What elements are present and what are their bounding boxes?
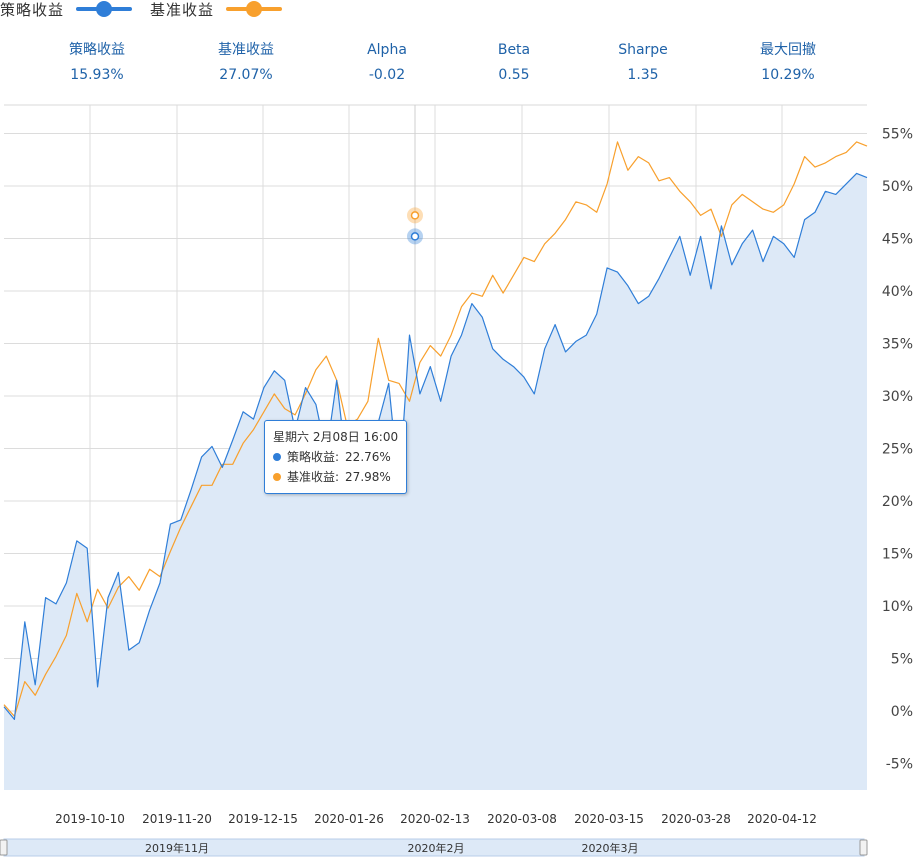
strategy-area-fill <box>4 173 867 790</box>
marker-layer <box>407 207 423 245</box>
y-tick-label: 5% <box>891 652 913 668</box>
stat-beta: Beta 0.55 <box>454 40 574 85</box>
tooltip-benchmark-value: 27.98% <box>345 470 391 484</box>
navigator-left-handle[interactable] <box>0 839 8 856</box>
performance-stats: 策略收益 15.93% 基准收益 27.07% Alpha -0.02 Beta… <box>0 40 866 90</box>
area-layer <box>4 173 867 790</box>
stat-max-drawdown: 最大回撤 10.29% <box>728 40 848 85</box>
x-tick-label: 2020-03-28 <box>661 812 731 826</box>
y-tick-label: 25% <box>882 442 913 458</box>
tooltip-strategy-value: 22.76% <box>345 450 391 464</box>
x-tick-label: 2020-03-08 <box>487 812 557 826</box>
navigator-label: 2020年2月 <box>408 841 465 855</box>
tooltip-row-strategy: 策略收益: 22.76% <box>273 447 398 467</box>
bullet-icon <box>273 453 281 461</box>
legend-swatch-benchmark-icon <box>226 0 283 18</box>
x-tick-label: 2020-04-12 <box>747 812 817 826</box>
y-tick-label: 30% <box>882 389 913 405</box>
strategy-highlight-marker <box>410 232 420 241</box>
stat-benchmark-return: 基准收益 27.07% <box>186 40 306 85</box>
x-tick-label: 2019-12-15 <box>228 812 298 826</box>
x-tick-label: 2020-03-15 <box>574 812 644 826</box>
y-tick-label: 15% <box>882 547 913 563</box>
x-tick-label: 2019-10-10 <box>55 812 125 826</box>
stat-value: 0.55 <box>498 67 530 83</box>
legend-item-benchmark[interactable]: 基准收益 <box>150 0 290 20</box>
y-tick-label: 40% <box>882 284 913 300</box>
tooltip-header: 星期六 2月08日 16:00 <box>273 430 399 444</box>
stat-value: 10.29% <box>761 67 815 83</box>
x-tick-label: 2020-01-26 <box>314 812 384 826</box>
y-tick-label: 20% <box>882 494 913 510</box>
stat-label: 最大回撤 <box>760 42 816 58</box>
stat-label: Sharpe <box>618 42 668 58</box>
legend-item-strategy[interactable]: 策略收益 <box>0 0 140 20</box>
stat-label: 基准收益 <box>218 42 274 58</box>
y-tick-label: 45% <box>882 232 913 248</box>
series-layer[interactable] <box>3 141 868 720</box>
navigator-label: 2020年3月 <box>582 841 639 855</box>
strategy-series-line[interactable] <box>3 172 868 720</box>
tooltip-benchmark-label: 基准收益: <box>287 470 340 484</box>
benchmark-highlight-marker <box>410 211 420 220</box>
y-tick-label: 50% <box>882 179 913 195</box>
legend-swatch-strategy-icon <box>76 0 133 18</box>
stat-label: 策略收益 <box>69 42 125 58</box>
y-tick-label: 35% <box>882 337 913 353</box>
y-tick-label: -5% <box>886 757 913 773</box>
tooltip-strategy-label: 策略收益: <box>287 450 340 464</box>
stat-label: Alpha <box>367 42 407 58</box>
stat-value: 15.93% <box>70 67 124 83</box>
legend-label-strategy: 策略收益 <box>0 0 65 19</box>
bullet-icon <box>273 473 281 481</box>
chart-legend: 策略收益 基准收益 <box>0 0 300 20</box>
stat-value: -0.02 <box>368 67 406 83</box>
x-tick-label: 2019-11-20 <box>142 812 212 826</box>
stat-value: 1.35 <box>627 67 659 83</box>
stat-alpha: Alpha -0.02 <box>327 40 447 85</box>
stat-strategy-return: 策略收益 15.93% <box>37 40 157 85</box>
stat-value: 27.07% <box>219 67 273 83</box>
y-tick-label: 0% <box>891 704 913 720</box>
x-tick-label: 2020-02-13 <box>400 812 470 826</box>
navigator[interactable]: 2019年11月 2020年2月 2020年3月 <box>0 838 868 857</box>
axis-layer: 55% 50% 45% 40% 35% 30% 25% 20% 15% 10% 5% 0% -5% 201… <box>55 127 913 827</box>
navigator-right-handle[interactable] <box>859 839 868 856</box>
tooltip-row-benchmark: 基准收益: 27.98% <box>273 467 398 487</box>
navigator-label: 2019年11月 <box>145 841 209 855</box>
y-tick-label: 55% <box>882 127 913 143</box>
stat-sharpe: Sharpe 1.35 <box>583 40 703 85</box>
chart-tooltip: 星期六 2月08日 16:00 策略收益: 22.76% 基准收益: 27.98… <box>264 420 408 494</box>
y-tick-label: 10% <box>882 599 913 615</box>
stat-label: Beta <box>497 42 531 58</box>
legend-label-benchmark: 基准收益 <box>150 0 215 19</box>
